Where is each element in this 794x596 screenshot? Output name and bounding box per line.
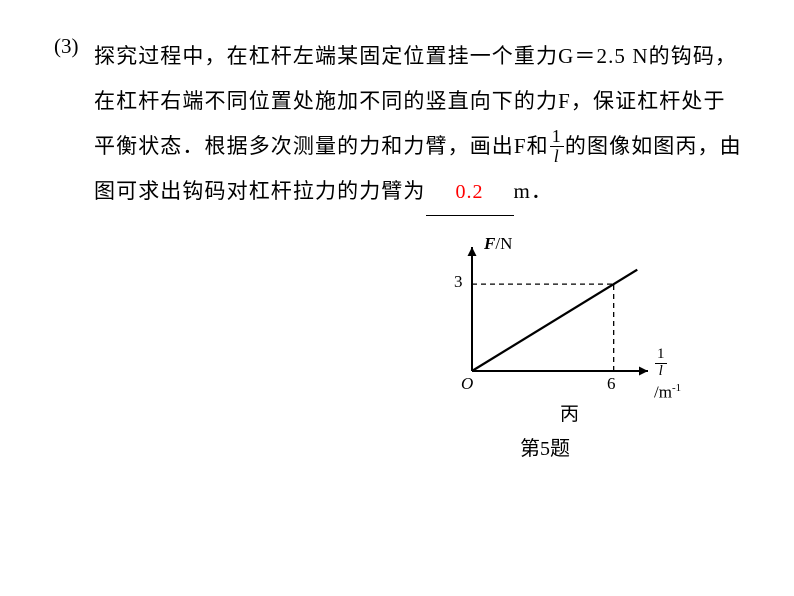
frac-num: 1 (550, 127, 564, 146)
chart-svg (442, 236, 682, 396)
figure-sub-caption: 丙 (560, 399, 579, 426)
text-line-3b: 的图像如图丙，由 (565, 134, 742, 158)
text-line-4a: 图可求出钩码对杠杆拉力的力臂为 (94, 179, 426, 203)
text-line-2: 在杠杆右端不同位置处施加不同的竖直向下的力F，保证杠杆处于 (94, 79, 746, 124)
text-line-3: 平衡状态．根据多次测量的力和力臂，画出F和1l的图像如图丙，由 (94, 124, 746, 169)
question-body: 探究过程中，在杠杆左端某固定位置挂一个重力G＝2.5 N的钩码， 在杠杆右端不同… (94, 34, 746, 216)
x-tick-6: 6 (607, 374, 616, 394)
x-axis-fraction: 1 l (655, 347, 667, 380)
text-line-3a: 平衡状态．根据多次测量的力和力臂，画出F和 (94, 134, 549, 158)
answer-blank: 0.2 (426, 169, 514, 215)
text-line-4b: m． (514, 179, 554, 203)
fraction-1-over-l: 1l (550, 127, 564, 166)
x-axis-label: 1 l /m-1 (654, 349, 682, 402)
y-axis-N: /N (495, 234, 512, 253)
x-axis-unit: /m (654, 382, 672, 401)
figure-main-caption: 第5题 (520, 432, 570, 461)
text-line-1: 探究过程中，在杠杆左端某固定位置挂一个重力G＝2.5 N的钩码， (94, 34, 746, 79)
origin-label: O (461, 374, 473, 394)
y-tick-3: 3 (454, 272, 463, 292)
text-line-4: 图可求出钩码对杠杆拉力的力臂为 0.2 m． (94, 169, 746, 215)
y-axis-F: F (484, 234, 495, 253)
question-number: (3) (54, 34, 79, 59)
answer-value: 0.2 (456, 181, 484, 203)
chart-container: F/N 3 O 6 1 l /m-1 (442, 236, 682, 396)
x-axis-unit-sup: -1 (672, 382, 681, 394)
x-frac-den: l (655, 363, 667, 380)
y-axis-label: F/N (484, 234, 512, 254)
x-frac-num: 1 (655, 347, 667, 363)
frac-den: l (550, 146, 564, 166)
